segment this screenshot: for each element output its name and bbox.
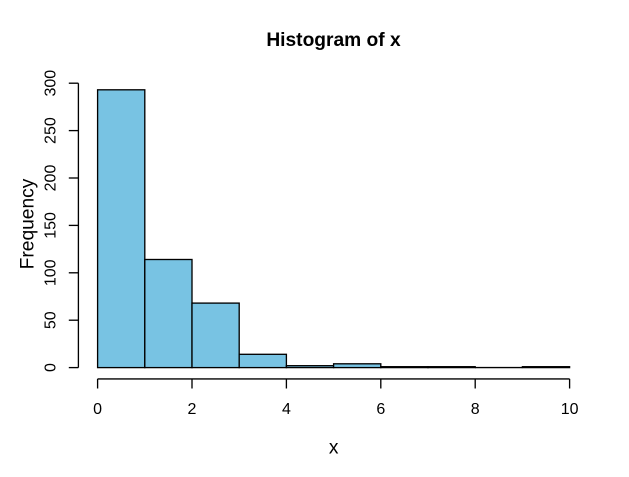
svg-text:10: 10 (561, 401, 579, 418)
svg-text:8: 8 (471, 401, 480, 418)
svg-text:6: 6 (376, 401, 385, 418)
svg-text:Frequency: Frequency (18, 178, 39, 269)
svg-text:4: 4 (282, 401, 291, 418)
svg-text:x: x (329, 438, 339, 459)
svg-text:150: 150 (43, 212, 60, 239)
svg-text:50: 50 (43, 311, 60, 329)
svg-text:0: 0 (93, 401, 102, 418)
svg-text:300: 300 (43, 70, 60, 97)
svg-text:2: 2 (188, 401, 197, 418)
svg-text:Histogram of x: Histogram of x (266, 30, 401, 51)
svg-text:0: 0 (43, 363, 60, 372)
svg-text:100: 100 (43, 259, 60, 286)
svg-text:200: 200 (43, 165, 60, 192)
svg-text:250: 250 (43, 117, 60, 144)
